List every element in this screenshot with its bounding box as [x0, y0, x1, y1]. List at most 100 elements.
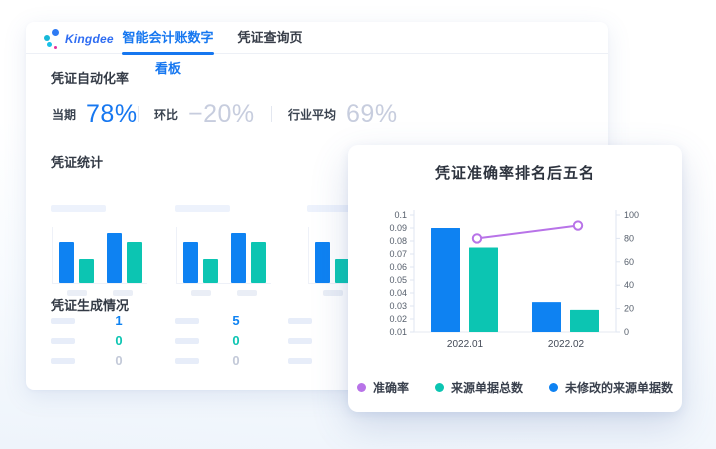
- kingdee-logo-icon: [44, 29, 60, 50]
- mini-chart-x-axis: [52, 283, 147, 284]
- legend-item[interactable]: 准确率: [356, 379, 409, 396]
- legend-label: 准确率: [372, 381, 409, 395]
- left-axis-label: 0.01: [389, 327, 407, 337]
- chart-bar: [570, 309, 599, 332]
- chart-bar: [431, 228, 460, 332]
- legend-label: 未修改的来源单据数: [565, 381, 674, 395]
- voucher-statistics-title: 凭证统计: [51, 155, 104, 170]
- left-axis-label: 0.03: [389, 301, 407, 311]
- x-axis-category-label: 2022.02: [548, 339, 585, 350]
- mini-chart-y-axis: [176, 227, 177, 284]
- accuracy-chart-title: 凭证准确率排名后五名: [434, 165, 595, 182]
- skeleton-placeholder: [51, 338, 75, 344]
- left-axis-label: 0.1: [394, 210, 407, 220]
- stat-current-period: 当期 78%: [52, 96, 138, 128]
- mini-chart-bar: [127, 242, 142, 283]
- mini-chart-bar: [315, 242, 330, 283]
- skeleton-placeholder: [51, 205, 106, 212]
- mini-chart-bar: [231, 233, 246, 283]
- skeleton-placeholder: [288, 338, 312, 344]
- skeleton-placeholder: [307, 205, 362, 212]
- mini-bar-chart: [175, 180, 275, 300]
- skeleton-placeholder: [175, 358, 199, 364]
- left-axis-label: 0.06: [389, 262, 407, 272]
- skeleton-placeholder: [113, 290, 133, 296]
- stat-industry-average: 行业平均 69%: [288, 96, 398, 128]
- legend-label: 来源单据总数: [450, 381, 523, 395]
- kingdee-logo-text: Kingdee: [65, 32, 114, 46]
- stat-value: 69%: [346, 99, 398, 128]
- left-axis-label: 0.05: [389, 275, 407, 285]
- generation-count: 5: [232, 313, 240, 328]
- left-axis-label: 0.02: [389, 314, 407, 324]
- right-axis-label: 20: [624, 304, 634, 314]
- card-header: Kingdee 智能会计账数字看板 凭证查询页: [26, 22, 608, 76]
- line-marker: [471, 233, 483, 244]
- accuracy-bar-line-chart: 0.1 0.09 0.08 0.07 0.06 0.05 0.04 0.03 0.02 0.01 1…: [389, 210, 639, 350]
- tab-voucher-query-page[interactable]: 凭证查询页: [237, 30, 303, 45]
- mini-bar-chart: [51, 180, 151, 300]
- stat-divider: [138, 106, 139, 122]
- generation-count: 0: [115, 333, 123, 348]
- mini-chart-bar: [79, 259, 94, 283]
- stat-label: 当期: [52, 108, 77, 122]
- mini-chart-bar: [183, 242, 198, 283]
- mini-chart-bar: [335, 259, 350, 283]
- mini-chart-x-axis: [176, 283, 271, 284]
- chart-bar: [532, 302, 561, 332]
- right-axis-label: 60: [624, 257, 634, 267]
- legend-dot-icon: [549, 383, 558, 392]
- mini-chart-y-axis: [52, 227, 53, 284]
- right-axis-label: 0: [624, 327, 629, 337]
- stat-value: 78%: [86, 99, 138, 128]
- skeleton-placeholder: [67, 290, 87, 296]
- left-axis-label: 0.09: [389, 223, 407, 233]
- mini-chart-bar: [203, 259, 218, 283]
- skeleton-placeholder: [191, 290, 211, 296]
- skeleton-placeholder: [237, 290, 257, 296]
- tab-smart-accounting-dashboard[interactable]: 智能会计账数字看板: [122, 22, 214, 76]
- left-axis-label: 0.08: [389, 236, 407, 246]
- generation-count: 0: [232, 333, 240, 348]
- right-axis-label: 100: [624, 210, 639, 220]
- stat-divider: [271, 106, 272, 122]
- legend-item[interactable]: 来源单据总数: [434, 379, 523, 396]
- generation-count: 0: [232, 353, 240, 368]
- x-axis-category-label: 2022.01: [447, 339, 484, 350]
- legend-item[interactable]: 未修改的来源单据数: [549, 379, 673, 396]
- left-axis-label: 0.07: [389, 249, 407, 259]
- skeleton-placeholder: [175, 318, 199, 324]
- skeleton-placeholder: [51, 358, 75, 364]
- legend-dot-icon: [356, 383, 366, 392]
- stat-value: −20%: [188, 99, 255, 128]
- skeleton-placeholder: [323, 290, 343, 296]
- mini-chart-y-axis: [308, 227, 309, 284]
- mini-chart-bar: [251, 242, 266, 283]
- kingdee-logo: Kingdee: [44, 28, 120, 50]
- right-axis-label: 40: [624, 280, 634, 290]
- voucher-generation-title: 凭证生成情况: [51, 298, 130, 313]
- generation-count: 0: [115, 353, 123, 368]
- chart-bar: [469, 247, 498, 332]
- stat-mom-change: 环比 −20%: [154, 96, 255, 128]
- skeleton-placeholder: [288, 318, 312, 324]
- left-axis-label: 0.04: [389, 288, 407, 298]
- skeleton-placeholder: [288, 358, 312, 364]
- accuracy-ranking-card: 凭证准确率排名后五名 0.1 0.09 0.08 0.07 0.06 0.05 0.04 0.…: [348, 145, 682, 412]
- skeleton-placeholder: [175, 205, 230, 212]
- mini-chart-bar: [107, 233, 122, 283]
- right-axis-label: 80: [624, 233, 634, 243]
- skeleton-placeholder: [51, 318, 75, 324]
- mini-chart-bar: [59, 242, 74, 283]
- skeleton-placeholder: [175, 338, 199, 344]
- generation-count: 1: [115, 313, 123, 328]
- accuracy-line: [476, 224, 579, 240]
- line-marker: [572, 220, 584, 231]
- automation-rate-title: 凭证自动化率: [51, 71, 130, 86]
- legend-dot-icon: [434, 383, 444, 392]
- stat-label: 行业平均: [288, 108, 337, 122]
